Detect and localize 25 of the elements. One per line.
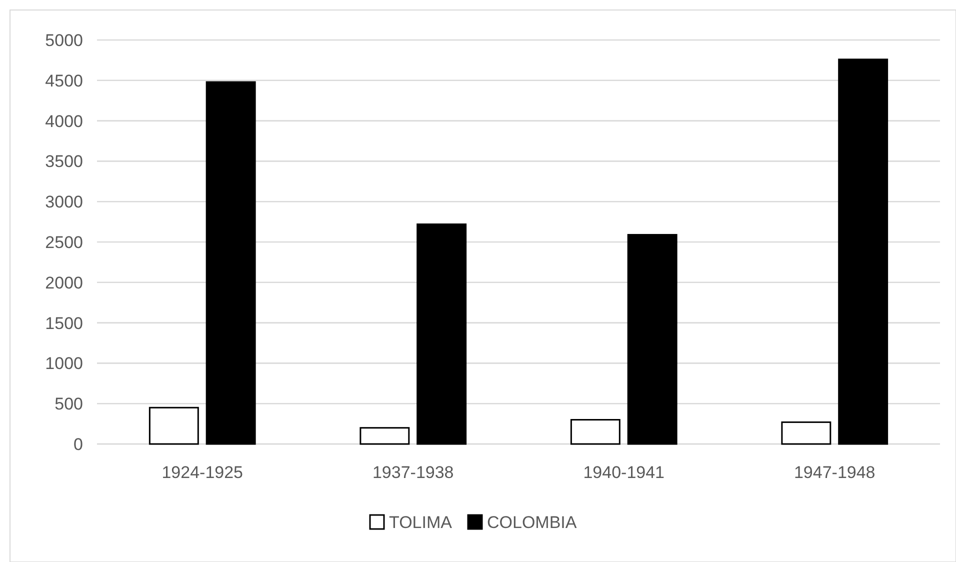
y-tick-label: 4500 — [45, 71, 83, 90]
bar — [206, 81, 256, 445]
y-tick-label: 1000 — [45, 354, 83, 374]
y-tick-label: 2000 — [45, 273, 83, 292]
x-tick-label: 1940-1941 — [583, 463, 665, 482]
bar — [360, 427, 410, 445]
y-tick-label: 4000 — [45, 112, 83, 131]
bar — [838, 58, 888, 445]
x-tick-label: 1937-1938 — [372, 463, 454, 482]
y-tick-label: 1500 — [45, 314, 83, 333]
bar — [416, 223, 467, 445]
legend-label: TOLIMA — [389, 513, 453, 532]
y-tick-label: 500 — [54, 394, 83, 414]
x-tick-label: 1924-1925 — [162, 463, 244, 482]
y-tick-label: 3000 — [45, 192, 83, 212]
y-tick-label: 5000 — [45, 30, 83, 50]
x-tick-label: 1947-1948 — [794, 463, 876, 482]
legend-label: COLOMBIA — [487, 513, 578, 532]
bar — [781, 421, 832, 445]
bar — [148, 406, 199, 445]
y-tick-label: 2500 — [45, 232, 83, 252]
bar — [627, 234, 678, 445]
bar — [570, 419, 620, 445]
y-tick-label: 0 — [74, 434, 83, 454]
y-tick-label: 3500 — [45, 152, 83, 172]
